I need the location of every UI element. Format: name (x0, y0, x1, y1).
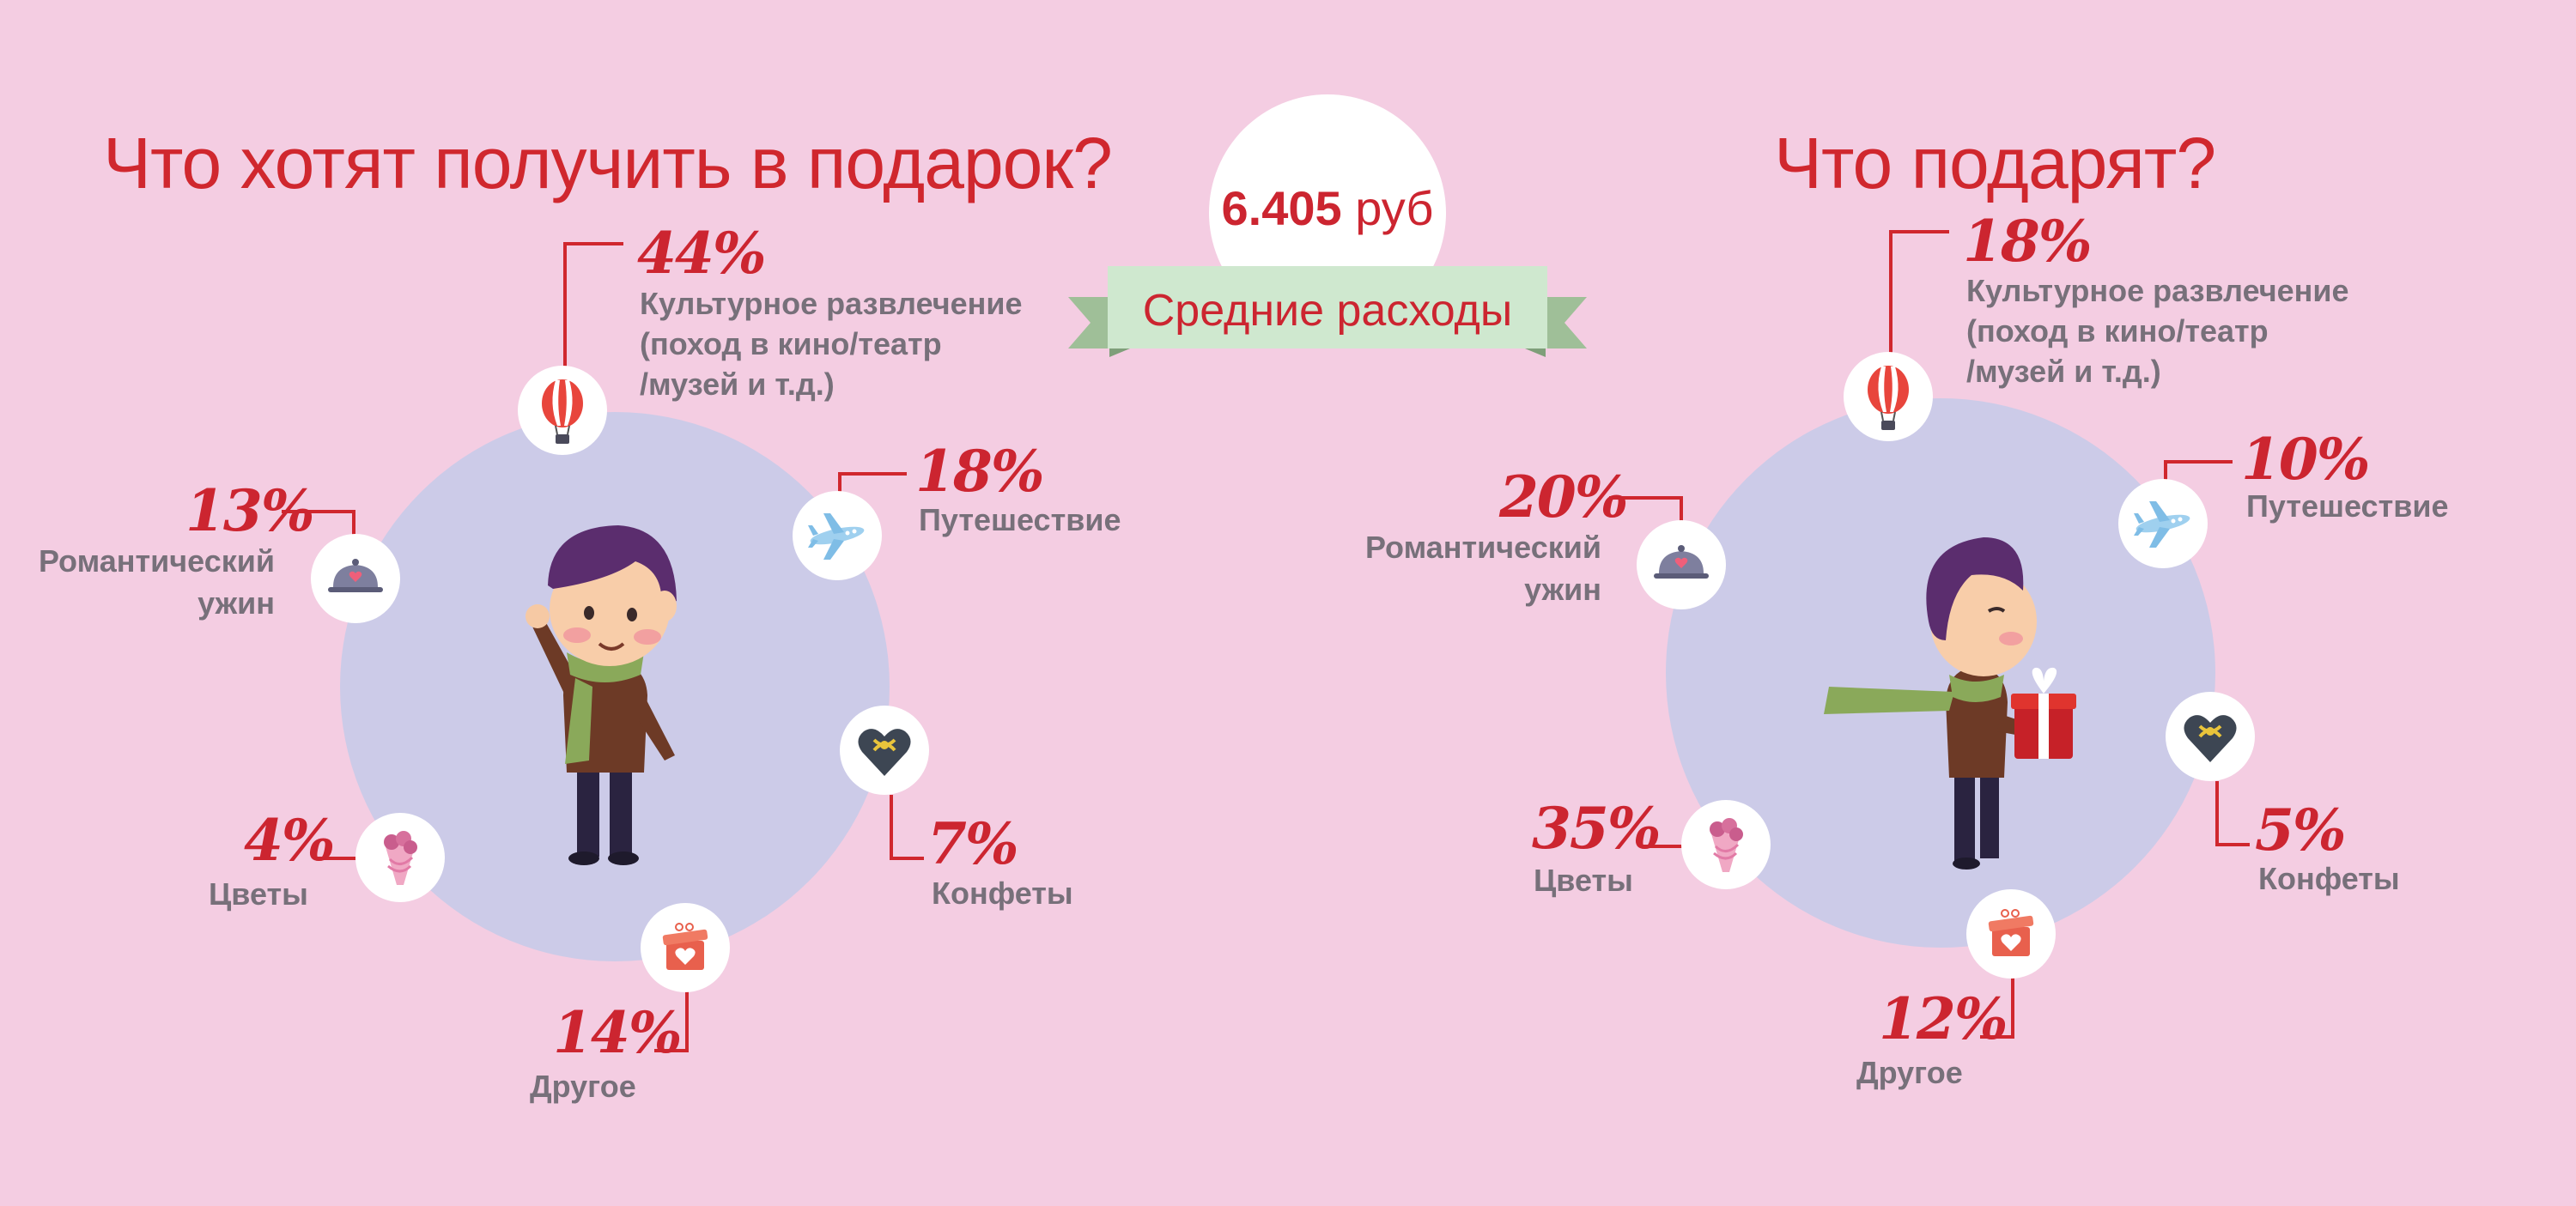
right-culture-label-line1: Культурное развлечение (1966, 273, 2349, 308)
ribbon-label: Средние расходы (1142, 286, 1513, 336)
left-culture-value: 44% (637, 220, 767, 287)
boy-with-gift-figure (1824, 537, 2076, 870)
leader-line (838, 472, 907, 476)
leader-line (1609, 496, 1683, 500)
left-culture-label-line3: /музей и т.д.) (640, 367, 835, 402)
right-other-label: Другое (1856, 1055, 1963, 1090)
right-culture-label-line3: /музей и т.д.) (1966, 354, 2161, 389)
dinner-cloche-icon (311, 534, 400, 623)
leader-line (1642, 845, 1683, 848)
left-culture-label-line1: Культурное развлечение (640, 286, 1023, 321)
hot-air-balloon-icon (1844, 352, 1933, 441)
hot-air-balloon-icon (518, 366, 607, 455)
right-travel-label: Путешествие (2246, 488, 2449, 524)
right-dinner-label-line2: ужин (1524, 572, 1601, 607)
leader-line (1889, 230, 1893, 355)
airplane-icon (793, 491, 882, 580)
right-dinner-value: 20% (1499, 464, 1629, 530)
left-travel-value: 18% (915, 438, 1045, 505)
leader-line (282, 510, 355, 513)
ribbon-banner (1068, 266, 1587, 357)
gift-box-icon (1966, 889, 2056, 979)
left-candy-value: 7% (927, 810, 1019, 877)
leader-line (2215, 781, 2219, 846)
dinner-cloche-icon (1637, 520, 1726, 609)
leader-line (654, 1049, 689, 1052)
leader-line (2164, 460, 2167, 486)
flower-bouquet-icon (1681, 800, 1771, 889)
left-other-value: 14% (553, 999, 683, 1066)
average-spend-number: 6.405 (1221, 181, 1342, 235)
leader-line (352, 510, 355, 537)
leader-line (1889, 230, 1949, 233)
left-travel-label: Путешествие (919, 502, 1121, 537)
leader-line (685, 989, 689, 1052)
leader-line (2215, 843, 2250, 846)
right-candy-value: 5% (2255, 797, 2347, 864)
leader-line (563, 242, 567, 369)
heart-candy-box-icon (840, 706, 929, 795)
average-spend-currency: руб (1355, 181, 1434, 235)
leader-line (314, 857, 355, 860)
leader-line (890, 857, 924, 860)
average-spend-amount: 6.405 руб (1209, 180, 1446, 236)
heart-candy-box-icon (2166, 692, 2255, 781)
leader-line (1680, 496, 1683, 524)
left-dinner-label-line1: Романтический (38, 543, 275, 579)
left-title: Что хотят получить в подарок? (103, 123, 1113, 203)
left-candy-label: Конфеты (932, 876, 1073, 911)
left-flowers-value: 4% (244, 807, 336, 874)
left-flowers-label: Цветы (209, 876, 308, 912)
right-flowers-label: Цветы (1534, 863, 1633, 898)
flower-bouquet-icon (355, 813, 445, 902)
leader-line (838, 472, 841, 498)
right-flowers-value: 35% (1532, 795, 1662, 862)
leader-line (1980, 1035, 2014, 1039)
leader-line (2011, 975, 2014, 1039)
left-other-label: Другое (530, 1069, 636, 1104)
right-culture-label-line2: (поход в кино/театр (1966, 313, 2269, 348)
leader-line (890, 795, 893, 860)
right-candy-label: Конфеты (2258, 861, 2400, 896)
right-other-value: 12% (1879, 985, 2008, 1052)
airplane-icon (2118, 479, 2208, 568)
left-culture-label-line2: (поход в кино/театр (640, 326, 942, 361)
left-dinner-label-line2: ужин (197, 585, 275, 621)
boy-figure (526, 525, 677, 865)
leader-line (2164, 460, 2233, 464)
right-travel-value: 10% (2241, 426, 2371, 493)
leader-line (563, 242, 623, 245)
left-dinner-value: 13% (185, 477, 315, 544)
right-culture-value: 18% (1963, 208, 2093, 275)
right-title: Что подарят? (1774, 123, 2216, 203)
gift-box-icon (641, 903, 730, 992)
right-dinner-label-line1: Романтический (1364, 530, 1601, 565)
